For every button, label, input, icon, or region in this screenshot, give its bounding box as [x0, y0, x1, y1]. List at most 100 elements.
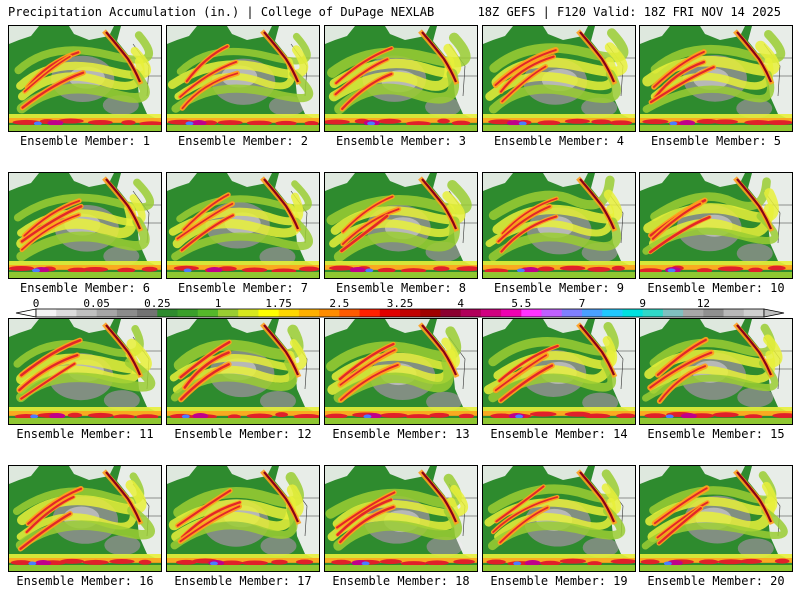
precip-field [167, 466, 319, 571]
member-map-9 [482, 172, 636, 279]
colorbar-swatch [501, 309, 522, 317]
colorbar-swatch [339, 309, 361, 317]
member-caption: Ensemble Member: 14 [490, 427, 628, 441]
colorbar-swatch [56, 309, 77, 317]
colorbar-label: 0 [32, 297, 40, 310]
colorbar-label: 0.05 [83, 297, 110, 310]
colorbar-swatch [278, 309, 300, 317]
member-map-7 [166, 172, 320, 279]
precip-field [167, 26, 319, 131]
colorbar-swatch [258, 309, 280, 317]
map-title: Precipitation Accumulation (in.) | Colle… [8, 5, 435, 19]
precip-field [167, 319, 319, 424]
member-map-11 [8, 318, 162, 425]
colorbar-swatch [683, 309, 704, 317]
model-run-info: 18Z GEFS | F120 Valid: 18Z FRI NOV 14 20… [477, 5, 781, 19]
member-map-12 [166, 318, 320, 425]
precip-field [483, 319, 635, 424]
precip-field [167, 173, 319, 278]
precip-field [325, 319, 477, 424]
colorbar-label: 1.75 [265, 297, 292, 310]
colorbar-label: 1 [214, 297, 222, 310]
precip-field [640, 466, 792, 571]
colorbar-swatch [379, 309, 401, 317]
colorbar-swatch [622, 309, 644, 317]
member-caption: Ensemble Member: 8 [335, 281, 467, 295]
member-caption: Ensemble Member: 10 [647, 281, 785, 295]
member-map-14 [482, 318, 636, 425]
precip-field [9, 26, 161, 131]
colorbar-swatch [319, 309, 340, 317]
colorbar-swatch [602, 309, 623, 317]
member-caption: Ensemble Member: 17 [174, 574, 312, 588]
member-map-16 [8, 465, 162, 572]
colorbar-swatch [116, 309, 138, 317]
colorbar-swatch [541, 309, 563, 317]
colorbar-label: 4 [457, 297, 464, 310]
member-map-1 [8, 25, 162, 132]
member-caption: Ensemble Member: 18 [332, 574, 470, 588]
member-caption: Ensemble Member: 2 [177, 134, 309, 148]
member-map-2 [166, 25, 320, 132]
precip-field [640, 26, 792, 131]
colorbar-label: 9 [639, 297, 646, 310]
member-caption: Ensemble Member: 15 [647, 427, 785, 441]
member-map-3 [324, 25, 478, 132]
member-map-19 [482, 465, 636, 572]
member-caption: Ensemble Member: 13 [332, 427, 470, 441]
colorbar-swatch [460, 309, 482, 317]
colorbar-label: 2.5 [329, 297, 350, 310]
colorbar-swatch [420, 309, 441, 317]
colorbar-swatch [723, 309, 745, 317]
precip-field [483, 466, 635, 571]
member-map-20 [639, 465, 793, 572]
member-caption: Ensemble Member: 9 [493, 281, 625, 295]
member-map-18 [324, 465, 478, 572]
colorbar-label: 12 [696, 297, 710, 310]
precip-field [325, 466, 477, 571]
colorbar-swatch [743, 309, 765, 317]
precip-field [483, 173, 635, 278]
member-caption: Ensemble Member: 1 [19, 134, 151, 148]
colorbar [15, 308, 785, 318]
precip-field [640, 173, 792, 278]
colorbar-swatch [218, 309, 239, 317]
colorbar-swatch [521, 309, 543, 317]
colorbar-label: 7 [578, 297, 586, 310]
member-caption: Ensemble Member: 11 [16, 427, 154, 441]
colorbar-swatch [642, 309, 664, 317]
precip-field [640, 319, 792, 424]
member-caption: Ensemble Member: 20 [647, 574, 785, 588]
colorbar-swatch [582, 309, 603, 317]
member-caption: Ensemble Member: 6 [19, 281, 151, 295]
colorbar-swatch [703, 309, 725, 317]
member-caption: Ensemble Member: 7 [177, 281, 309, 295]
member-map-5 [639, 25, 793, 132]
member-caption: Ensemble Member: 5 [650, 134, 782, 148]
colorbar-swatch [400, 309, 421, 317]
precip-field [9, 466, 161, 571]
precip-field [325, 173, 477, 278]
colorbar-swatch [96, 309, 118, 317]
colorbar-swatch [36, 309, 57, 317]
colorbar-swatch [137, 309, 158, 317]
member-map-15 [639, 318, 793, 425]
member-map-13 [324, 318, 478, 425]
member-caption: Ensemble Member: 19 [490, 574, 628, 588]
member-map-6 [8, 172, 162, 279]
member-caption: Ensemble Member: 4 [493, 134, 625, 148]
member-map-10 [639, 172, 793, 279]
colorbar-swatch [298, 309, 320, 317]
member-map-4 [482, 25, 636, 132]
colorbar-swatch [76, 309, 98, 317]
colorbar-swatch [440, 309, 462, 317]
colorbar-swatch [480, 309, 502, 317]
member-caption: Ensemble Member: 12 [174, 427, 312, 441]
colorbar-swatch [561, 309, 583, 317]
member-caption: Ensemble Member: 3 [335, 134, 467, 148]
precip-field [9, 319, 161, 424]
precip-field [9, 173, 161, 278]
colorbar-swatch [197, 309, 219, 317]
colorbar-swatch [662, 309, 684, 317]
member-caption: Ensemble Member: 16 [16, 574, 154, 588]
